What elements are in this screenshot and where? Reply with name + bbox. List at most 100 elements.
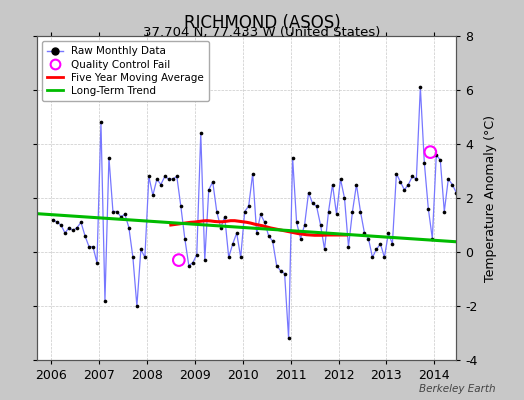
- Point: [85, 243, 93, 250]
- Point: [361, 230, 369, 236]
- Point: [356, 208, 365, 215]
- Point: [332, 211, 341, 218]
- Point: [53, 219, 61, 226]
- Point: [520, 311, 524, 317]
- Point: [93, 260, 101, 266]
- Point: [133, 303, 141, 309]
- Point: [416, 84, 424, 90]
- Point: [201, 257, 209, 263]
- Point: [204, 187, 213, 193]
- Point: [184, 262, 193, 269]
- Point: [436, 157, 444, 163]
- Point: [113, 208, 121, 215]
- Point: [448, 181, 456, 188]
- Point: [216, 224, 225, 231]
- Point: [297, 235, 305, 242]
- Point: [69, 227, 77, 234]
- Point: [492, 200, 500, 206]
- Point: [241, 208, 249, 215]
- Point: [300, 222, 309, 228]
- Point: [352, 181, 361, 188]
- Point: [61, 230, 69, 236]
- Point: [145, 173, 153, 180]
- Point: [117, 214, 125, 220]
- Point: [221, 214, 229, 220]
- Point: [140, 254, 149, 261]
- Point: [228, 241, 237, 247]
- Point: [336, 176, 345, 182]
- Point: [109, 208, 117, 215]
- Point: [496, 254, 505, 261]
- Point: [376, 241, 385, 247]
- Legend: Raw Monthly Data, Quality Control Fail, Five Year Moving Average, Long-Term Tren: Raw Monthly Data, Quality Control Fail, …: [42, 41, 209, 101]
- Point: [169, 176, 177, 182]
- Point: [209, 178, 217, 185]
- Point: [265, 233, 273, 239]
- Point: [157, 181, 165, 188]
- Point: [452, 189, 461, 196]
- Point: [368, 254, 377, 261]
- Point: [320, 246, 329, 252]
- Point: [460, 235, 468, 242]
- Point: [236, 254, 245, 261]
- Point: [161, 173, 169, 180]
- Point: [412, 176, 421, 182]
- Point: [213, 208, 221, 215]
- Point: [89, 243, 97, 250]
- Point: [472, 311, 481, 317]
- Point: [404, 181, 412, 188]
- Point: [253, 230, 261, 236]
- Point: [256, 211, 265, 218]
- Text: RICHMOND (ASOS): RICHMOND (ASOS): [183, 14, 341, 32]
- Point: [428, 235, 436, 242]
- Point: [426, 149, 434, 155]
- Point: [272, 262, 281, 269]
- Point: [468, 241, 476, 247]
- Point: [224, 254, 233, 261]
- Point: [500, 224, 508, 231]
- Point: [440, 208, 449, 215]
- Point: [324, 208, 333, 215]
- Point: [97, 119, 105, 126]
- Text: 37.704 N, 77.433 W (United States): 37.704 N, 77.433 W (United States): [143, 26, 381, 39]
- Point: [129, 254, 137, 261]
- Point: [308, 200, 316, 206]
- Point: [165, 176, 173, 182]
- Point: [174, 257, 183, 263]
- Point: [304, 189, 313, 196]
- Point: [248, 170, 257, 177]
- Y-axis label: Temperature Anomaly (°C): Temperature Anomaly (°C): [484, 114, 497, 282]
- Point: [476, 260, 484, 266]
- Point: [508, 227, 516, 234]
- Point: [488, 208, 496, 215]
- Point: [233, 230, 241, 236]
- Point: [480, 152, 488, 158]
- Point: [516, 243, 524, 250]
- Point: [288, 154, 297, 161]
- Point: [57, 222, 65, 228]
- Point: [193, 252, 201, 258]
- Point: [245, 203, 253, 209]
- Point: [196, 130, 205, 136]
- Point: [81, 233, 89, 239]
- Point: [464, 238, 473, 244]
- Point: [260, 219, 269, 226]
- Point: [312, 203, 321, 209]
- Point: [65, 224, 73, 231]
- Point: [392, 170, 400, 177]
- Point: [364, 235, 373, 242]
- Point: [177, 203, 185, 209]
- Point: [456, 211, 464, 218]
- Point: [73, 224, 81, 231]
- Point: [484, 314, 493, 320]
- Point: [396, 178, 405, 185]
- Point: [125, 224, 133, 231]
- Point: [268, 238, 277, 244]
- Point: [316, 222, 325, 228]
- Point: [181, 235, 189, 242]
- Point: [348, 208, 357, 215]
- Point: [329, 181, 337, 188]
- Point: [380, 254, 389, 261]
- Point: [280, 270, 289, 277]
- Point: [105, 154, 113, 161]
